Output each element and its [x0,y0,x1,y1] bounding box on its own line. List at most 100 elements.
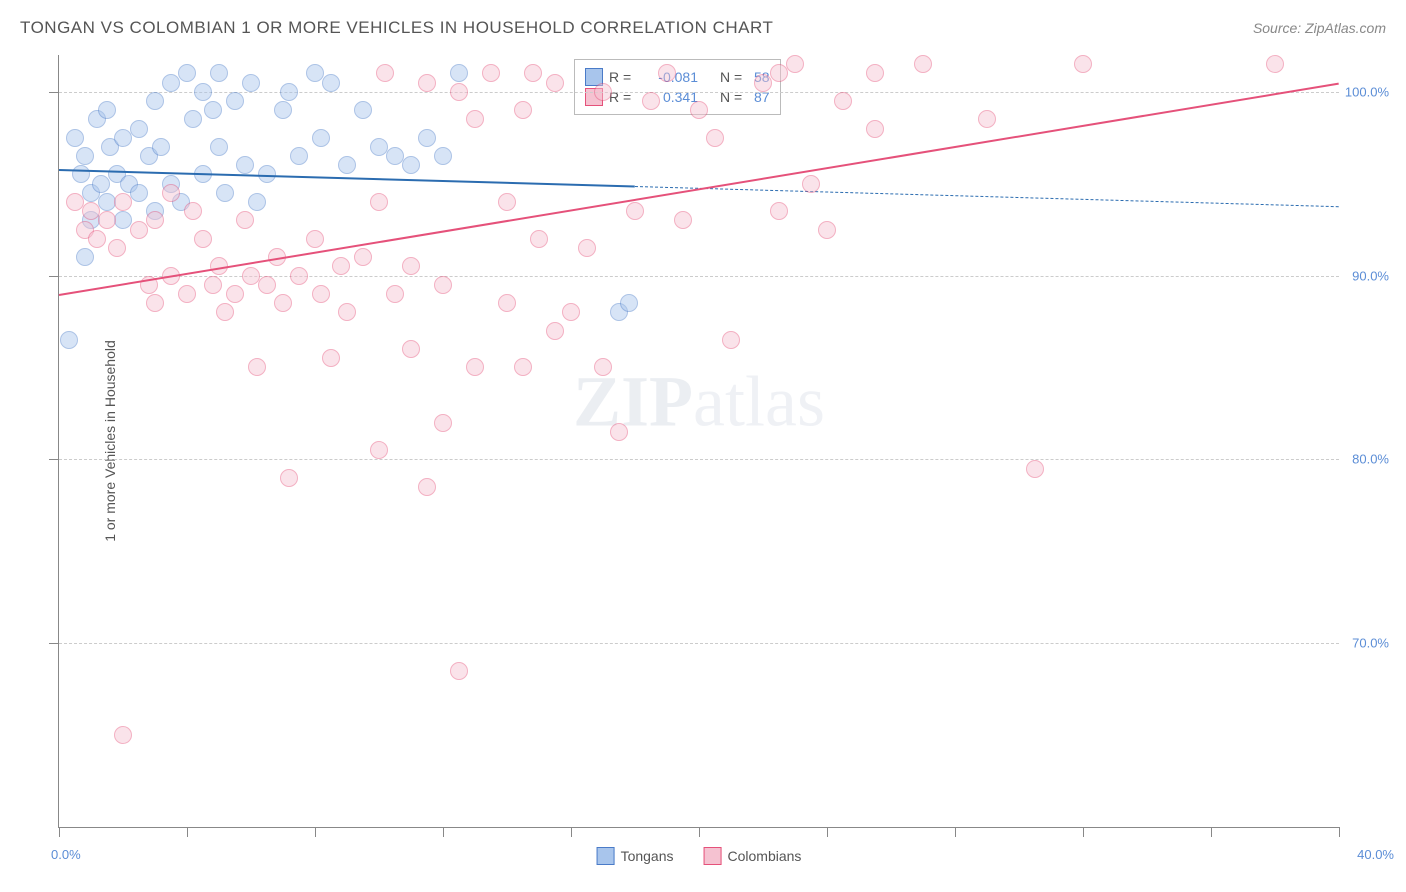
scatter-point [306,230,324,248]
scatter-point [130,120,148,138]
scatter-point [978,110,996,128]
scatter-point [66,129,84,147]
x-tick [1339,827,1340,837]
scatter-point [786,55,804,73]
scatter-point [1266,55,1284,73]
scatter-point [226,92,244,110]
scatter-point [434,276,452,294]
scatter-point [72,165,90,183]
scatter-point [162,74,180,92]
x-axis-min-label: 0.0% [51,847,81,862]
x-tick [443,827,444,837]
scatter-point [402,257,420,275]
legend-row: R =-0.081N =58 [585,68,770,86]
scatter-point [162,184,180,202]
scatter-point [184,202,202,220]
scatter-point [194,83,212,101]
scatter-point [466,358,484,376]
scatter-point [524,64,542,82]
scatter-point [280,469,298,487]
scatter-point [258,276,276,294]
legend-item: Colombians [704,847,802,865]
scatter-point [280,83,298,101]
regression-line-dashed [635,186,1339,207]
scatter-point [418,478,436,496]
scatter-point [312,129,330,147]
scatter-point [626,202,644,220]
scatter-point [184,110,202,128]
scatter-point [620,294,638,312]
scatter-point [130,221,148,239]
chart-title: TONGAN VS COLOMBIAN 1 OR MORE VEHICLES I… [20,18,773,38]
y-axis-title: 1 or more Vehicles in Household [102,340,118,542]
scatter-point [242,74,260,92]
scatter-point [60,331,78,349]
x-tick [827,827,828,837]
scatter-point [1026,460,1044,478]
scatter-point [114,726,132,744]
legend-n-label: N = [720,69,748,85]
scatter-point [216,184,234,202]
x-tick [571,827,572,837]
legend-item: Tongans [597,847,674,865]
scatter-point [402,156,420,174]
scatter-point [108,239,126,257]
y-tick [49,276,59,277]
scatter-point [98,211,116,229]
scatter-point [114,193,132,211]
scatter-point [498,193,516,211]
y-tick-label: 100.0% [1345,84,1389,99]
scatter-point [450,83,468,101]
scatter-point [210,64,228,82]
gridline [59,92,1339,93]
scatter-point [152,138,170,156]
scatter-point [178,285,196,303]
scatter-point [706,129,724,147]
scatter-point [674,211,692,229]
scatter-point [690,101,708,119]
scatter-point [274,101,292,119]
scatter-point [248,193,266,211]
scatter-point [754,74,772,92]
x-tick [315,827,316,837]
gridline [59,459,1339,460]
x-tick [955,827,956,837]
scatter-point [434,414,452,432]
legend-swatch [704,847,722,865]
scatter-point [866,120,884,138]
scatter-point [722,331,740,349]
scatter-point [338,303,356,321]
series-legend: Tongans Colombians [597,847,802,865]
scatter-point [236,156,254,174]
gridline [59,643,1339,644]
scatter-point [290,147,308,165]
scatter-point [594,83,612,101]
chart-plot-area: ZIPatlas 1 or more Vehicles in Household… [58,55,1339,828]
scatter-point [914,55,932,73]
y-tick [49,643,59,644]
scatter-point [194,230,212,248]
scatter-point [418,74,436,92]
legend-swatch [597,847,615,865]
scatter-point [450,662,468,680]
scatter-point [370,193,388,211]
scatter-point [178,64,196,82]
scatter-point [236,211,254,229]
scatter-point [546,74,564,92]
y-tick-label: 80.0% [1352,452,1389,467]
scatter-point [578,239,596,257]
scatter-point [216,303,234,321]
scatter-point [354,101,372,119]
scatter-point [386,285,404,303]
scatter-point [76,147,94,165]
scatter-point [130,184,148,202]
scatter-point [802,175,820,193]
legend-series-name: Colombians [728,848,802,864]
x-axis-max-label: 40.0% [1357,847,1394,862]
scatter-point [204,276,222,294]
legend-series-name: Tongans [621,848,674,864]
scatter-point [514,101,532,119]
scatter-point [92,175,110,193]
scatter-point [818,221,836,239]
scatter-point [322,74,340,92]
